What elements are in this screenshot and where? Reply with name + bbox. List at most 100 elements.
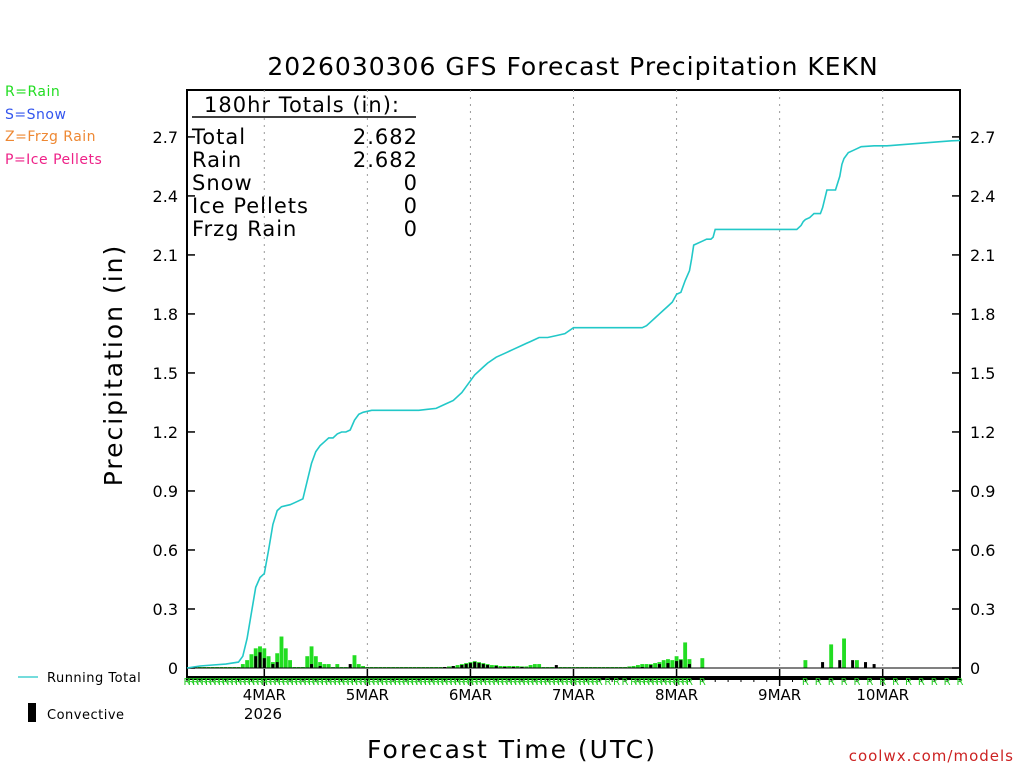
convective-bar <box>679 660 683 668</box>
y-tick-label-right: 1.5 <box>970 364 995 383</box>
ptype-legend: R=Rain S=Snow Z=Frzg Rain P=Ice Pellets <box>5 84 102 168</box>
rain-bar <box>361 666 366 668</box>
ptype-flag-rain: R <box>385 677 392 688</box>
ptype-flag-rain: R <box>192 677 199 688</box>
ptype-flag-rain: R <box>561 677 568 688</box>
totals-label-frzg: Frzg Rain <box>192 217 297 241</box>
y-tick-label-right: 1.8 <box>970 305 995 324</box>
legend-rain: R=Rain <box>5 84 60 100</box>
ptype-flag-rain: R <box>282 677 289 688</box>
ptype-flag-rain: R <box>634 677 641 688</box>
x-ticks: 4MAR 5MAR 6MAR 7MAR 8MAR 9MAR 10MAR <box>186 669 961 704</box>
ptype-flag-rain: R <box>317 677 324 688</box>
ptype-flag-rain: R <box>428 677 435 688</box>
y-tick-label-left: 1.2 <box>153 423 178 442</box>
y-tick-label-right: 2.7 <box>970 128 995 147</box>
ptype-flag-rain: R <box>450 677 457 688</box>
convective-bar <box>494 666 498 668</box>
ptype-flag-rain: R <box>673 677 680 688</box>
ptype-flag-rain: R <box>291 677 298 688</box>
ptype-flag-rain: R <box>467 677 474 688</box>
rain-bar <box>288 660 292 668</box>
ptype-flag-rain: R <box>553 677 560 688</box>
credit-link[interactable]: coolwx.com/models <box>849 747 1014 765</box>
totals-label-ice: Ice Pellets <box>192 194 309 218</box>
ptype-flag-rain: R <box>527 677 534 688</box>
rain-bar <box>635 665 640 668</box>
ptype-flag-rain: R <box>403 677 410 688</box>
convective-bar <box>821 662 825 668</box>
totals-label-rain: Rain <box>192 148 242 172</box>
ptype-flag-rain: R <box>218 677 225 688</box>
convective-bar <box>872 664 876 668</box>
ptype-flag-rain: R <box>299 677 306 688</box>
ptype-flag-rain: R <box>570 677 577 688</box>
totals-value-rain: 2.682 <box>353 148 418 172</box>
ptype-flag-rain: R <box>544 677 551 688</box>
ptype-flag-rain: R <box>458 677 465 688</box>
rain-bar <box>515 666 520 668</box>
rain-bar <box>661 660 666 668</box>
ptype-flag-rain: R <box>506 677 513 688</box>
ptype-flag-rain: R <box>248 677 255 688</box>
ptype-flag-rain: R <box>591 677 598 688</box>
ptype-flag-rain: R <box>476 677 483 688</box>
rain-bar <box>326 664 331 668</box>
ptype-flag-rain: R <box>488 677 495 688</box>
y-ticks: 0 00.3 0.30.6 0.60.9 0.91.2 1.21.5 1.51.8 1.82.… <box>153 128 996 678</box>
ptype-flag-rain: R <box>308 677 315 688</box>
ptype-flag-rain: R <box>596 677 603 688</box>
ptype-flag-rain: R <box>518 677 525 688</box>
ptype-flag-rain: R <box>188 677 195 688</box>
ptype-flag-rain: R <box>411 677 418 688</box>
ptype-flag-rain: R <box>905 677 912 688</box>
ptype-flag-rain: R <box>652 677 659 688</box>
ptype-flag-rain: R <box>420 677 427 688</box>
legend-convective-swatch <box>28 703 36 722</box>
ptype-flag-rain: R <box>433 677 440 688</box>
chart-title: 2026030306 GFS Forecast Precipitation KE… <box>267 52 878 81</box>
ptype-flag-rain: R <box>484 677 491 688</box>
ptype-flag-rain: R <box>493 677 500 688</box>
ptype-flag-rain: R <box>944 677 951 688</box>
ptype-flags: RRRRRRRRRRRRRRRRRRRRRRRRRRRRRRRRRRRRRRRR… <box>184 677 964 688</box>
rain-bar <box>498 666 503 668</box>
ptype-flag-rain: R <box>501 677 508 688</box>
rain-bar <box>266 656 271 668</box>
ptype-flag-rain: R <box>235 677 242 688</box>
ptype-flag-rain: R <box>381 677 388 688</box>
running-total-line <box>186 139 961 669</box>
y-tick-label-left: 2.4 <box>153 187 178 206</box>
ptype-flag-rain: R <box>222 677 229 688</box>
ptype-flag-rain: R <box>957 677 964 688</box>
rain-bar <box>455 665 460 668</box>
ptype-flag-rain: R <box>583 677 590 688</box>
ptype-flag-rain: R <box>604 677 611 688</box>
ptype-flag-rain: R <box>334 677 341 688</box>
rain-bar <box>700 658 705 668</box>
ptype-flag-rain: R <box>536 677 543 688</box>
ptype-flag-rain: R <box>647 677 654 688</box>
convective-bar <box>468 663 472 668</box>
totals-header: 180hr Totals (in): <box>204 93 400 117</box>
convective-bar <box>275 662 279 668</box>
rain-bar <box>670 660 675 668</box>
convective-bar <box>838 660 842 668</box>
x-tick-label: 4MAR <box>243 686 286 704</box>
rain-bar <box>687 659 692 668</box>
rain-bar <box>279 636 284 668</box>
ptype-flag-rain: R <box>209 677 216 688</box>
totals-value-snow: 0 <box>404 171 418 195</box>
ptype-flag-rain: R <box>415 677 422 688</box>
y-tick-label-left: 1.8 <box>153 305 178 324</box>
convective-bar <box>649 665 653 668</box>
ptype-flag-rain: R <box>398 677 405 688</box>
ptype-flag-rain: R <box>480 677 487 688</box>
totals-value-frzg: 0 <box>404 217 418 241</box>
convective-bar <box>451 666 455 668</box>
rain-bar <box>447 666 451 668</box>
rain-bar <box>644 664 649 668</box>
y-tick-label-right: 2.4 <box>970 187 995 206</box>
rain-bar <box>829 644 834 668</box>
